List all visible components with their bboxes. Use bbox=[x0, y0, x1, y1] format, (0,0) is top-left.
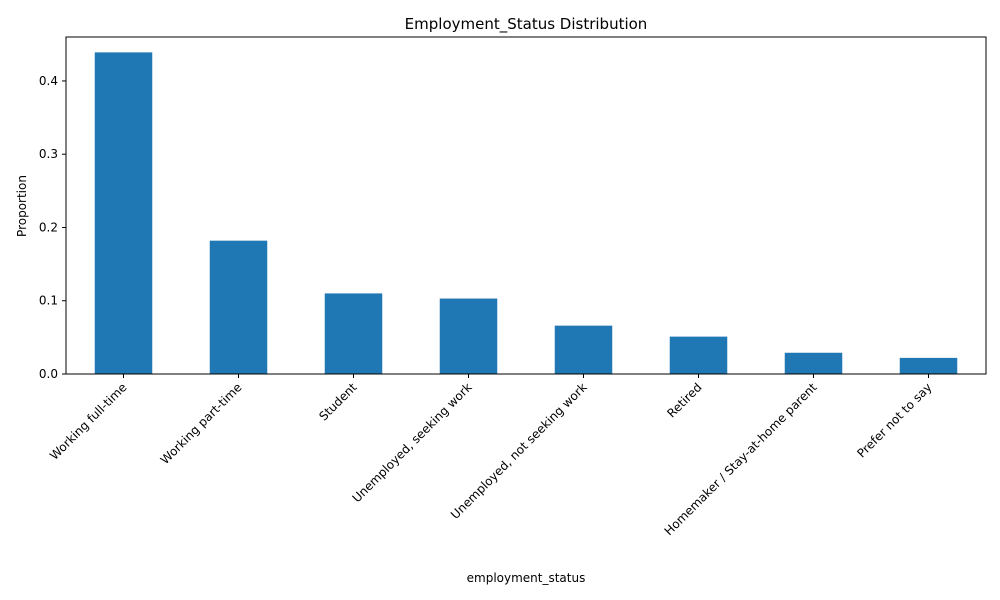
plot-frame bbox=[65, 36, 987, 375]
y-tick-label-0: 0.0 bbox=[39, 367, 58, 381]
x-axis: Working full-time Working part-time Studen… bbox=[47, 374, 935, 538]
chart-title: Employment_Status Distribution bbox=[405, 15, 648, 34]
bar-4 bbox=[554, 325, 613, 374]
y-tick-label-3: 0.3 bbox=[39, 147, 58, 161]
bar-3 bbox=[439, 298, 498, 374]
bar-7 bbox=[899, 357, 958, 374]
bar-2 bbox=[324, 293, 383, 374]
bar-6 bbox=[784, 352, 843, 374]
y-axis: 0.0 0.1 0.2 0.3 0.4 bbox=[39, 74, 66, 381]
y-tick-label-2: 0.2 bbox=[39, 220, 58, 234]
x-tick-label-2: Student bbox=[316, 380, 360, 424]
x-tick-label-4: Unemployed, not seeking work bbox=[448, 380, 590, 522]
bar-1 bbox=[209, 240, 268, 374]
y-axis-label: Proportion bbox=[15, 175, 29, 237]
bar-5 bbox=[669, 336, 728, 374]
y-tick-label-4: 0.4 bbox=[39, 74, 58, 88]
x-tick-label-0: Working full-time bbox=[47, 380, 130, 463]
x-tick-label-5: Retired bbox=[664, 380, 704, 420]
x-tick-label-7: Prefer not to say bbox=[854, 380, 934, 460]
x-tick-label-1: Working part-time bbox=[158, 380, 245, 467]
y-tick-label-1: 0.1 bbox=[39, 294, 58, 308]
bars-group bbox=[94, 52, 958, 375]
x-axis-label: employment_status bbox=[467, 571, 586, 585]
x-tick-label-3: Unemployed, seeking work bbox=[350, 380, 475, 505]
bar-0 bbox=[94, 52, 153, 375]
